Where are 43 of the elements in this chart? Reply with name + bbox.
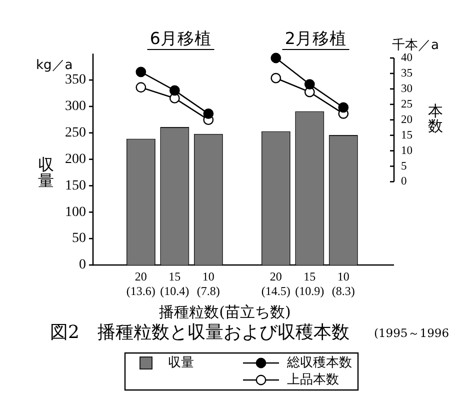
x-tick-label: 20 (14.5)	[261, 269, 290, 298]
text: 2月移植	[282, 29, 350, 50]
y2-tick-label: 5	[401, 160, 407, 172]
y2-tick-label: 15	[401, 129, 413, 142]
y-tick-label: 350	[65, 72, 86, 88]
point	[169, 85, 180, 96]
x-tick-label: 20 (13.6)	[126, 269, 156, 298]
point	[270, 52, 282, 64]
y-tick-label: 250	[65, 126, 86, 141]
y-tick-label: 150	[65, 178, 86, 194]
y2-tick-label: 40	[401, 52, 413, 64]
x-tick-label: 10 (8.3)	[332, 269, 355, 298]
text: (1995～1996	[374, 326, 450, 340]
legend-label: 収量	[168, 355, 194, 370]
y2-tick-label: 10	[401, 144, 413, 157]
x-tick-label: 15 (10.4)	[160, 269, 190, 298]
text: 千本／a	[392, 38, 439, 53]
y2-tick-label: 0	[401, 176, 407, 188]
point	[203, 108, 214, 119]
y-tick-label: 50	[72, 231, 86, 246]
point	[338, 102, 349, 113]
y2-tick-label: 20	[401, 114, 413, 126]
legend-label: 総収穫本数	[286, 355, 352, 370]
y-tick-label: 100	[65, 204, 86, 220]
x-tick-label: 15 (10.9)	[295, 269, 324, 298]
y2-tick-label: 35	[401, 67, 413, 80]
point	[270, 72, 282, 84]
y2-tick-label: 30	[401, 82, 413, 95]
point	[136, 82, 146, 93]
text: 図2 播種粒数と収量および収穫本数	[50, 322, 350, 343]
text: 6月移植	[146, 29, 214, 50]
y-axis-title: 収量	[38, 155, 54, 190]
point	[136, 66, 146, 78]
y2-axis-title: 本数	[428, 102, 443, 135]
y2-tick-label: 25	[401, 98, 413, 110]
legend-label: 上品本数	[287, 372, 339, 388]
y-tick-label: 0	[79, 258, 86, 273]
text: kg／a	[36, 58, 73, 73]
y-tick-label: 300	[65, 99, 86, 114]
point	[304, 79, 315, 90]
x-tick-label: 10 (7.8)	[196, 269, 220, 298]
y-tick-label: 200	[65, 152, 86, 167]
x-axis-title: 播種粒数(苗立ち数)	[159, 303, 291, 321]
